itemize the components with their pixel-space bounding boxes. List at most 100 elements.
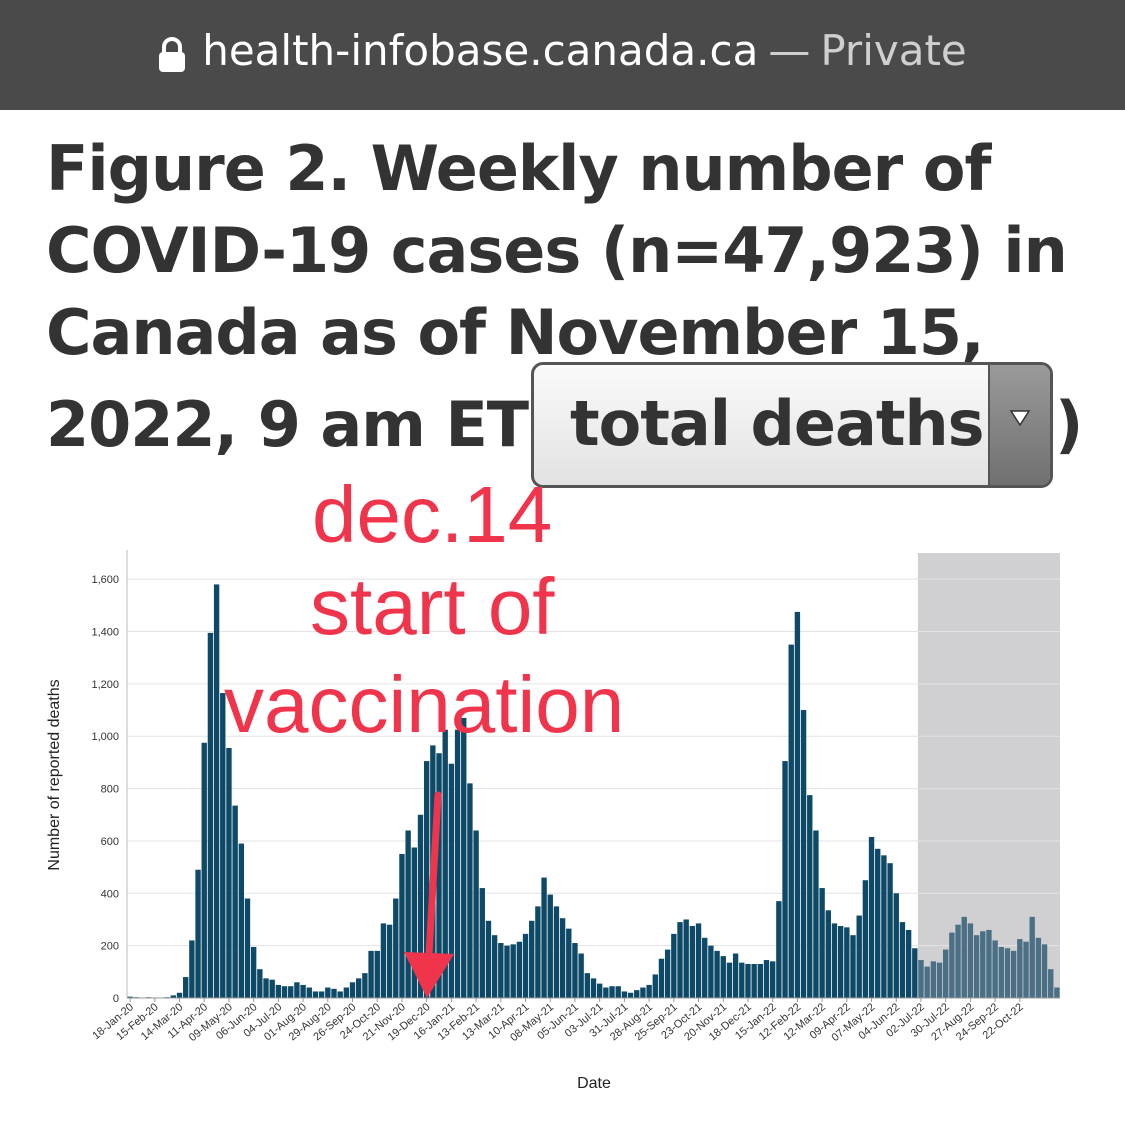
bar — [1010, 950, 1017, 998]
bar — [547, 894, 553, 998]
bar — [349, 982, 356, 998]
bar — [250, 946, 257, 998]
bar — [1048, 969, 1054, 998]
bar — [677, 922, 683, 998]
metric-select[interactable]: total deaths — [531, 362, 1053, 488]
bar — [553, 906, 560, 998]
heading-close-paren: ) — [1055, 388, 1084, 461]
bar — [862, 880, 869, 998]
bar — [658, 958, 665, 998]
bar — [312, 991, 319, 998]
url-separator: — — [768, 25, 811, 75]
bar — [436, 753, 442, 998]
x-axis-title: Date — [577, 1075, 611, 1092]
bar — [566, 928, 572, 998]
bar — [708, 945, 714, 998]
bar — [325, 987, 331, 998]
bar — [794, 611, 801, 998]
y-tick-label: 0 — [113, 993, 119, 1005]
bar — [800, 710, 807, 998]
bar — [170, 995, 177, 998]
bar — [195, 869, 201, 998]
bar — [924, 966, 930, 998]
bar — [634, 990, 640, 998]
bar — [343, 987, 350, 998]
bar — [127, 996, 133, 998]
bar — [646, 984, 652, 998]
bar — [881, 855, 887, 998]
heading-line-1: Figure 2. Weekly number of — [46, 132, 991, 205]
bar — [238, 843, 244, 998]
bar — [467, 783, 473, 998]
bar — [875, 848, 881, 998]
bar — [825, 910, 831, 998]
heading-line-3: Canada as of November 15, — [46, 296, 985, 369]
bar — [683, 919, 689, 998]
bar — [776, 901, 782, 998]
bar — [399, 854, 405, 998]
bar — [380, 923, 387, 998]
bar — [1054, 987, 1060, 998]
metric-select-toggle[interactable] — [988, 365, 1050, 485]
deaths-chart: 02004006008001,0001,2001,4001,60018-Jan-… — [46, 550, 1060, 1092]
bar — [1029, 916, 1035, 998]
bar — [998, 946, 1004, 998]
bar — [454, 729, 461, 998]
bar — [757, 963, 764, 998]
bar — [621, 991, 628, 998]
bar — [652, 974, 658, 998]
bar — [473, 830, 479, 998]
bar — [541, 877, 547, 998]
bar — [374, 950, 380, 998]
bar — [807, 795, 813, 998]
bar — [769, 961, 776, 998]
bar — [257, 969, 263, 998]
bar — [263, 978, 269, 998]
y-tick-label: 800 — [101, 784, 119, 796]
bar — [288, 986, 294, 998]
annotation-line-3: vaccination — [224, 660, 625, 749]
bar — [967, 923, 974, 998]
bar — [918, 960, 924, 998]
bar — [318, 991, 325, 998]
bar — [207, 632, 214, 998]
bar — [936, 962, 943, 998]
bar — [590, 978, 597, 998]
bar — [782, 761, 788, 998]
bar — [856, 915, 862, 998]
bar — [559, 918, 566, 998]
bar — [504, 945, 510, 998]
bar — [306, 987, 312, 998]
bar — [850, 935, 856, 998]
bar — [868, 837, 875, 998]
bar — [356, 978, 362, 998]
bar — [189, 940, 195, 998]
bar — [844, 927, 850, 998]
bar — [986, 929, 992, 998]
bar — [448, 763, 455, 998]
bar — [1023, 941, 1029, 998]
bar — [596, 983, 603, 998]
bar — [405, 830, 411, 998]
bar — [640, 987, 646, 998]
bar — [337, 991, 343, 998]
bar — [905, 929, 912, 998]
bar — [393, 898, 399, 998]
bar — [763, 960, 770, 998]
bar — [887, 863, 893, 998]
bar — [714, 950, 720, 998]
bar — [837, 926, 844, 998]
url-display[interactable]: health-infobase.canada.ca — Private — [0, 0, 1125, 100]
bar — [244, 898, 251, 998]
bar — [819, 888, 825, 998]
bar — [411, 847, 418, 998]
bar — [745, 963, 751, 998]
browser-url-bar[interactable]: health-infobase.canada.ca — Private — [0, 0, 1125, 110]
bar — [664, 949, 671, 998]
bar — [732, 953, 739, 998]
shaded-period — [917, 553, 1060, 998]
metric-select-value: total deaths — [570, 387, 984, 460]
private-mode-label: Private — [820, 25, 967, 75]
bar — [220, 693, 226, 998]
bar — [1041, 944, 1048, 998]
